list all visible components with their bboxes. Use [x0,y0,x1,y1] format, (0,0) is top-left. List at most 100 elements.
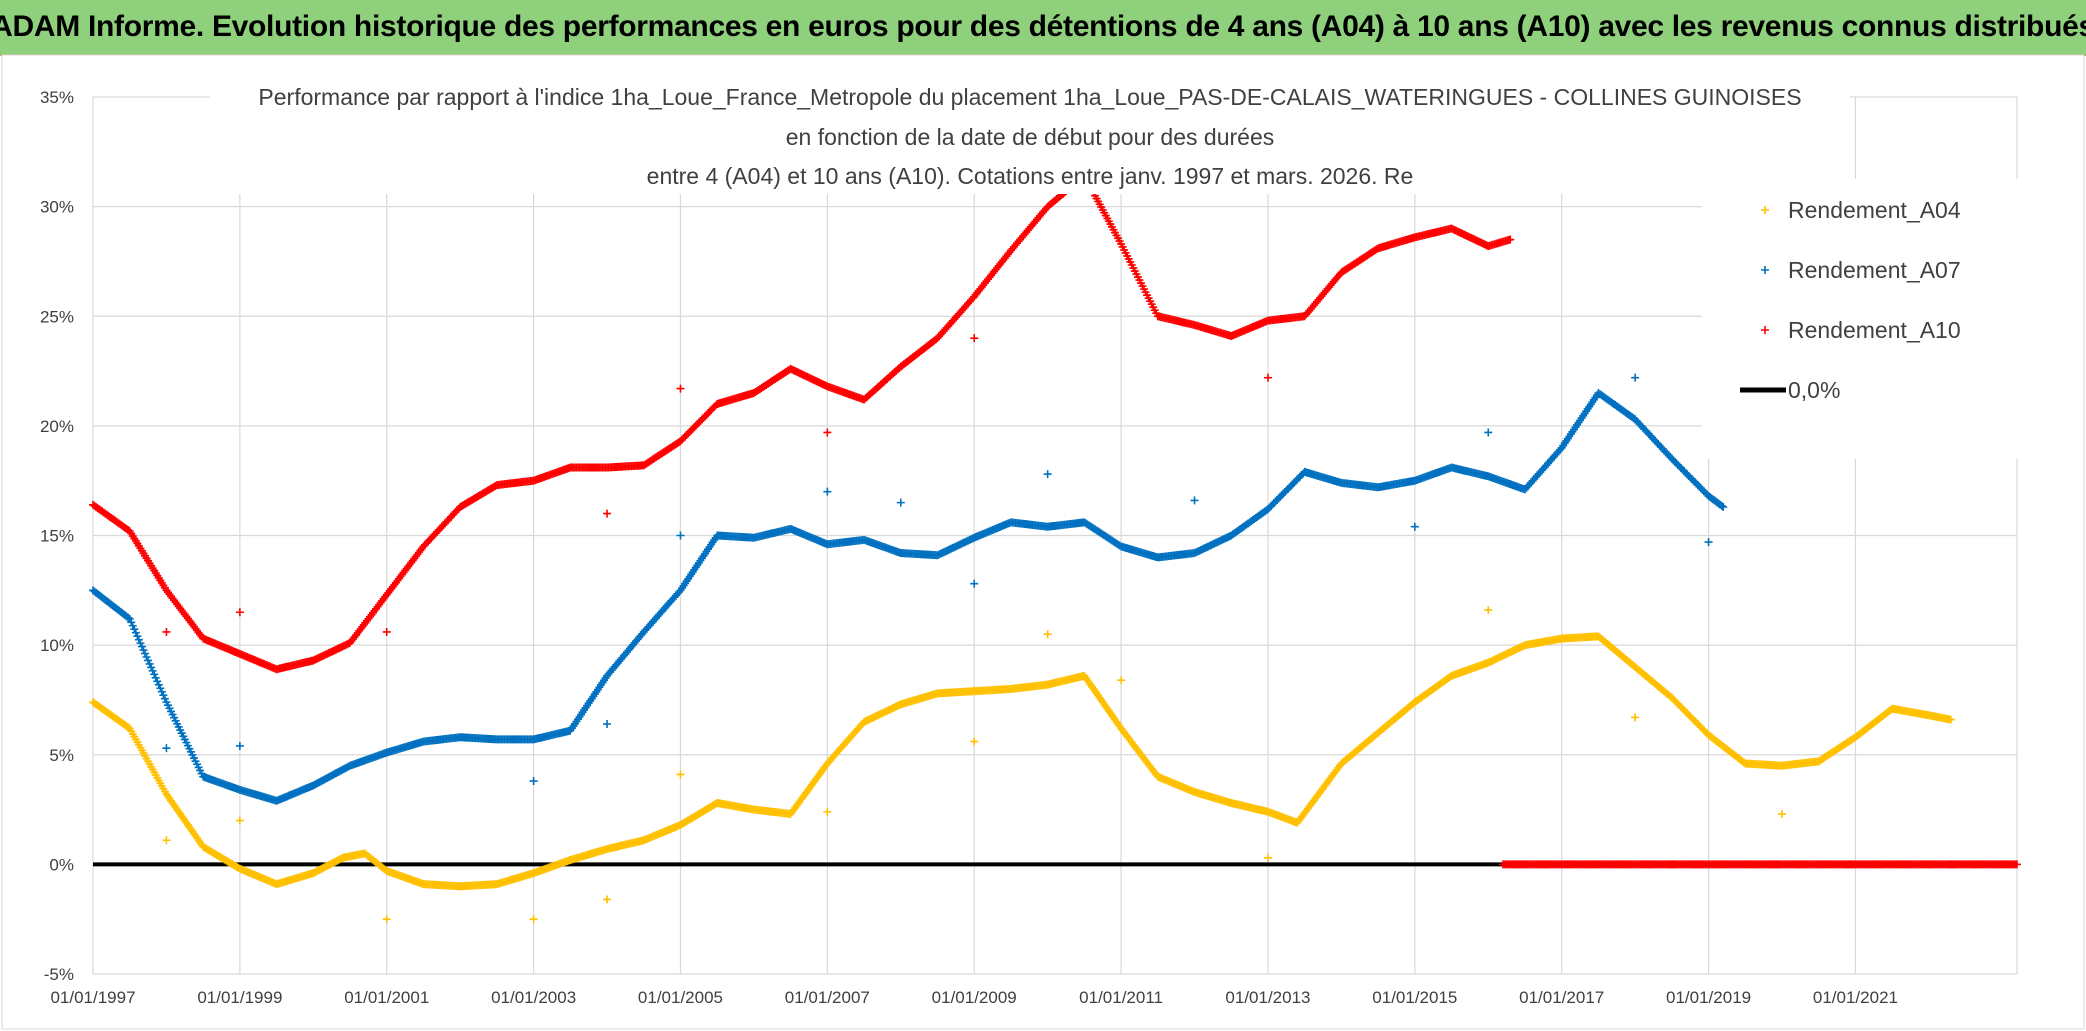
data-point [124,613,133,622]
outlier-point [382,627,391,636]
legend-marker [1761,326,1769,334]
outlier-point [823,428,832,437]
outlier-point [1190,496,1199,505]
outlier-point [676,384,685,393]
legend-label: Rendement_A10 [1788,317,1961,343]
data-point [133,632,142,641]
series-layer [89,171,2021,924]
x-tick-label: 01/01/1999 [197,988,282,1007]
data-point [156,684,165,693]
data-point [128,621,137,630]
data-point [148,666,157,675]
data-point [150,670,159,679]
data-point [153,677,162,686]
outlier-point [1704,538,1713,547]
data-point [141,649,150,658]
outlier-point [529,777,538,786]
outlier-point [1631,373,1640,382]
outlier-point [1043,630,1052,639]
y-axis-ticks: -5% 0% 5% 10% 15% 20% 25% 30% 35% [40,88,74,984]
data-point [136,639,145,648]
outlier-point [1117,676,1126,685]
data-point [125,614,134,623]
y-tick-label: 35% [40,88,74,107]
outlier-point [1631,713,1640,722]
outlier-point [603,720,612,729]
data-point [134,635,143,644]
data-point [154,680,163,689]
legend-label: Rendement_A07 [1788,257,1961,283]
outlier-point [162,836,171,845]
chart-title-line: Performance par rapport à l'indice 1ha_L… [258,84,1801,110]
x-tick-label: 01/01/2003 [491,988,576,1007]
series-Rendement_A04 [89,606,1955,924]
x-tick-label: 01/01/2021 [1813,988,1898,1007]
x-tick-label: 01/01/2011 [1079,988,1163,1007]
x-tick-label: 01/01/2017 [1519,988,1604,1007]
x-tick-label: 01/01/2015 [1372,988,1457,1007]
x-tick-label: 01/01/1997 [50,988,135,1007]
data-point [1946,715,1955,724]
outlier-point [382,915,391,924]
data-point [144,656,153,665]
outlier-point [1410,522,1419,531]
header-banner: ADAM Informe. Evolution historique des p… [0,0,2086,56]
legend-marker [1761,206,1769,214]
outlier-point [676,531,685,540]
data-point [127,618,136,627]
data-point [1719,502,1728,511]
outlier-point [1778,809,1787,818]
outlier-point [970,579,979,588]
outlier-point [823,487,832,496]
data-point [131,628,140,637]
data-point [674,588,683,597]
title-background [210,76,1850,194]
y-tick-label: 20% [40,417,74,436]
zero-point [2013,860,2021,869]
data-point [159,691,168,700]
y-tick-label: 15% [40,527,74,546]
legend-background [1702,179,2022,459]
page-title: ADAM Informe. Evolution historique des p… [0,10,2086,43]
series-Rendement_A07 [89,373,1728,805]
chart-title-line: en fonction de la date de début pour des… [786,124,1274,150]
outlier-point [162,627,171,636]
data-point [147,663,156,672]
legend-marker [1761,266,1769,274]
outlier-point [1043,470,1052,479]
x-tick-label: 01/01/2009 [932,988,1017,1007]
outlier-point [823,807,832,816]
outlier-point [1484,606,1493,615]
outlier-point [1263,373,1272,382]
y-tick-label: 5% [49,746,74,765]
data-point [145,659,154,668]
chart-title: Performance par rapport à l'indice 1ha_L… [210,76,1850,194]
data-point [1506,235,1515,244]
data-point [130,625,139,634]
outlier-point [235,816,244,825]
legend-label: Rendement_A04 [1788,197,1961,223]
outlier-point [676,770,685,779]
y-tick-label: 30% [40,198,74,217]
data-point [1556,445,1565,454]
series-Rendement_A10 [89,171,2021,869]
data-point [137,642,146,651]
data-point [157,687,166,696]
data-point [142,653,151,662]
outlier-point [235,608,244,617]
x-tick-label: 01/01/2019 [1666,988,1751,1007]
legend: Rendement_A04 Rendement_A07 Rendement_A10 0… [1702,179,2022,459]
outlier-point [529,915,538,924]
performance-chart: 01/01/1997 01/01/1999 01/01/2001 01/01/2003… [1,54,2085,1030]
data-point [151,673,160,682]
x-tick-label: 01/01/2005 [638,988,723,1007]
data-point [160,694,169,703]
chart-title-line: entre 4 (A04) et 10 ans (A10). Cotations… [647,163,1414,189]
y-tick-label: 25% [40,307,74,326]
x-tick-label: 01/01/2013 [1225,988,1310,1007]
outlier-point [235,741,244,750]
outlier-point [603,895,612,904]
outlier-point [1263,853,1272,862]
outlier-point [1484,428,1493,437]
outlier-point [603,509,612,518]
